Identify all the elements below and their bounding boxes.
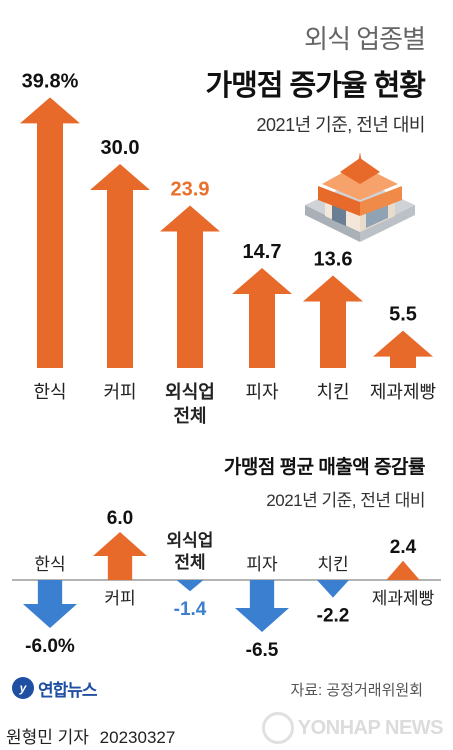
growth-category-label: 제과제빵 <box>370 382 436 402</box>
sales-value-label: -6.5 <box>246 640 279 661</box>
growth-category-label: 외식업 <box>165 382 215 402</box>
charts-svg: 39.8%한식30.0커피23.9외식업전체14.7피자13.6치킨5.5제과제… <box>12 70 441 661</box>
sales-arrow <box>386 560 420 580</box>
sales-category-label: 한식 <box>34 555 65 574</box>
growth-value-label: 5.5 <box>389 304 417 326</box>
byline-date: 20230327 <box>99 728 176 747</box>
growth-category-label: 한식 <box>33 382 66 402</box>
sales-category-label: 커피 <box>104 589 135 608</box>
watermark-text: YONHAP NEWS <box>297 716 444 739</box>
growth-value-label: 13.6 <box>314 249 353 271</box>
byline: 원형민 기자 20230327 <box>6 723 181 748</box>
sales-arrow <box>235 580 289 632</box>
store-icon <box>305 152 415 242</box>
growth-arrow <box>90 164 150 368</box>
growth-value-label: 39.8% <box>22 70 79 92</box>
chart-subtitle: 2021년 기준, 전년 대비 <box>256 115 426 135</box>
sales-value-label: -1.4 <box>174 599 207 620</box>
sales-arrow <box>93 532 147 580</box>
growth-arrow <box>373 330 433 368</box>
watermark: YONHAP NEWS <box>261 712 444 744</box>
yonhap-logo-icon: y <box>12 677 34 699</box>
byline-author: 원형민 기자 <box>6 728 89 747</box>
sales-arrow <box>316 580 350 598</box>
growth-category-label: 커피 <box>103 382 136 402</box>
section2-subtitle: 2021년 기준, 전년 대비 <box>266 491 425 510</box>
growth-arrow <box>303 275 363 368</box>
growth-value-label: 14.7 <box>243 241 282 263</box>
sales-arrow <box>23 580 77 628</box>
chart-supertitle: 외식 업종별 <box>304 24 426 54</box>
watermark-logo-icon <box>261 712 294 744</box>
section2-title: 가맹점 평균 매출액 증감률 <box>223 457 426 478</box>
growth-arrow <box>20 97 80 369</box>
chart-title: 가맹점 증가율 현황 <box>205 70 426 102</box>
growth-arrow <box>232 268 292 368</box>
sales-value-label: 2.4 <box>390 537 417 558</box>
growth-category-label: 치킨 <box>316 382 349 402</box>
sales-category-label: 전체 <box>174 553 205 572</box>
sales-value-label: 6.0 <box>107 508 133 529</box>
growth-value-label: 30.0 <box>101 137 140 159</box>
footer: 원형민 기자 20230327 YONHAP NEWS <box>0 708 453 750</box>
infographic: 외식 업종별 가맹점 증가율 현황 2021년 기준, 전년 대비 39.8% 한… <box>12 24 441 700</box>
sales-category-label: 치킨 <box>317 555 348 574</box>
yonhap-logo-text: 연합뉴스 <box>38 680 98 700</box>
source-note: 자료: 공정거래위원회 <box>290 682 423 699</box>
growth-category-label: 전체 <box>173 406 206 426</box>
growth-value-label: 23.9 <box>171 178 210 200</box>
sales-category-label: 외식업 <box>167 531 214 550</box>
sales-value-label: -2.2 <box>317 606 350 627</box>
growth-arrow <box>160 205 220 368</box>
sales-arrow <box>176 580 204 592</box>
sales-value-label: -6.0% <box>25 636 75 657</box>
growth-category-label: 피자 <box>245 382 279 402</box>
sales-category-label: 피자 <box>246 555 278 574</box>
yonhap-logo: y 연합뉴스 <box>12 676 98 700</box>
sales-category-label: 제과제빵 <box>372 589 435 608</box>
